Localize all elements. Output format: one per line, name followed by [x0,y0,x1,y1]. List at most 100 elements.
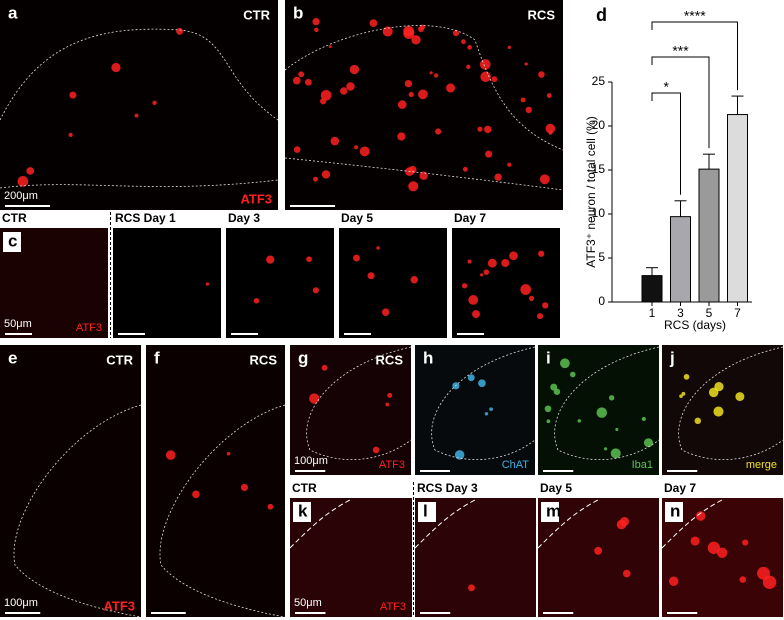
cell [604,447,608,451]
cell [542,302,549,309]
cell [321,170,331,179]
cell [681,391,686,396]
outline [284,25,564,191]
micrograph [226,228,334,338]
panel-label: e [8,348,17,367]
cell [480,273,484,277]
micrograph [452,228,560,338]
cell [111,62,121,73]
panel-label: i [546,348,551,367]
cell [226,451,231,456]
cell [372,446,380,454]
cell [408,91,414,97]
cell [320,89,332,101]
panel-label: c [8,231,17,250]
cell [668,576,679,586]
cell [507,162,512,167]
stain: ATF3 [76,322,102,334]
outline [554,346,660,460]
micrograph [0,345,141,617]
label-box [541,502,559,522]
panel-label: l [423,501,428,520]
bar [727,114,748,303]
cell [293,146,301,153]
cell [467,374,475,382]
significance-bracket [651,56,710,149]
cell [491,76,498,83]
cell [403,25,414,37]
cell [434,73,439,78]
cell [483,269,490,275]
cell [462,166,468,172]
cell [478,379,486,388]
cell [312,18,320,26]
panel-title: RCS Day 1 [115,211,176,225]
cell [461,283,468,289]
cell [376,246,380,250]
cell [539,174,550,185]
condition: RCS [250,352,278,367]
cell [359,146,370,157]
cell [507,45,511,49]
condition: CTR [106,352,133,367]
cell [292,76,301,85]
cell [321,364,328,371]
y-axis-label: ATF3⁺ neuron / total cell (%) [584,116,598,268]
cell [524,62,528,66]
cell [369,19,378,28]
panel-title: CTR [2,211,27,225]
cell [353,254,360,262]
label-box [418,502,436,522]
cell [69,91,77,99]
cell [397,100,407,109]
panel-label: j [669,348,675,367]
cell [716,547,728,558]
x-tick-label: 5 [706,306,713,320]
condition: RCS [376,352,404,367]
outline [431,346,536,460]
outline [678,346,784,460]
cell [477,126,483,132]
cell [484,412,489,416]
cell [577,419,582,423]
x-tick-label: 7 [734,306,741,320]
cell [205,282,210,286]
outline [0,28,279,189]
cell [480,71,491,82]
panel-title: Day 5 [540,481,572,495]
panel-title: Day 7 [454,211,486,225]
y-tick-label: 5 [598,250,605,264]
cell [610,448,621,459]
cell [381,308,390,316]
stain: ATF3 [380,601,406,613]
micrograph [0,0,278,210]
cell [454,450,465,460]
cell [17,176,29,187]
cell [298,71,305,78]
panel-title: RCS Day 3 [417,481,478,495]
cell [501,259,510,268]
scale-label: 50μm [294,597,322,609]
cell [152,100,157,105]
cell [468,584,475,592]
panel-title: Day 7 [664,481,696,495]
cell [546,93,552,98]
cell [354,145,359,150]
cell [468,295,479,305]
cell [615,427,619,432]
cell [418,89,428,100]
panel-label: n [670,501,680,520]
x-axis-label: RCS (days) [664,318,726,332]
scale-label: 50μm [4,318,32,330]
cell [544,405,552,413]
cell [714,381,724,392]
cell [461,39,466,45]
stain: ATF3 [240,191,272,206]
cell [695,511,706,521]
cell [739,576,747,583]
cell [328,45,332,49]
cell [550,383,558,391]
cell [538,71,545,78]
cell [683,374,690,380]
